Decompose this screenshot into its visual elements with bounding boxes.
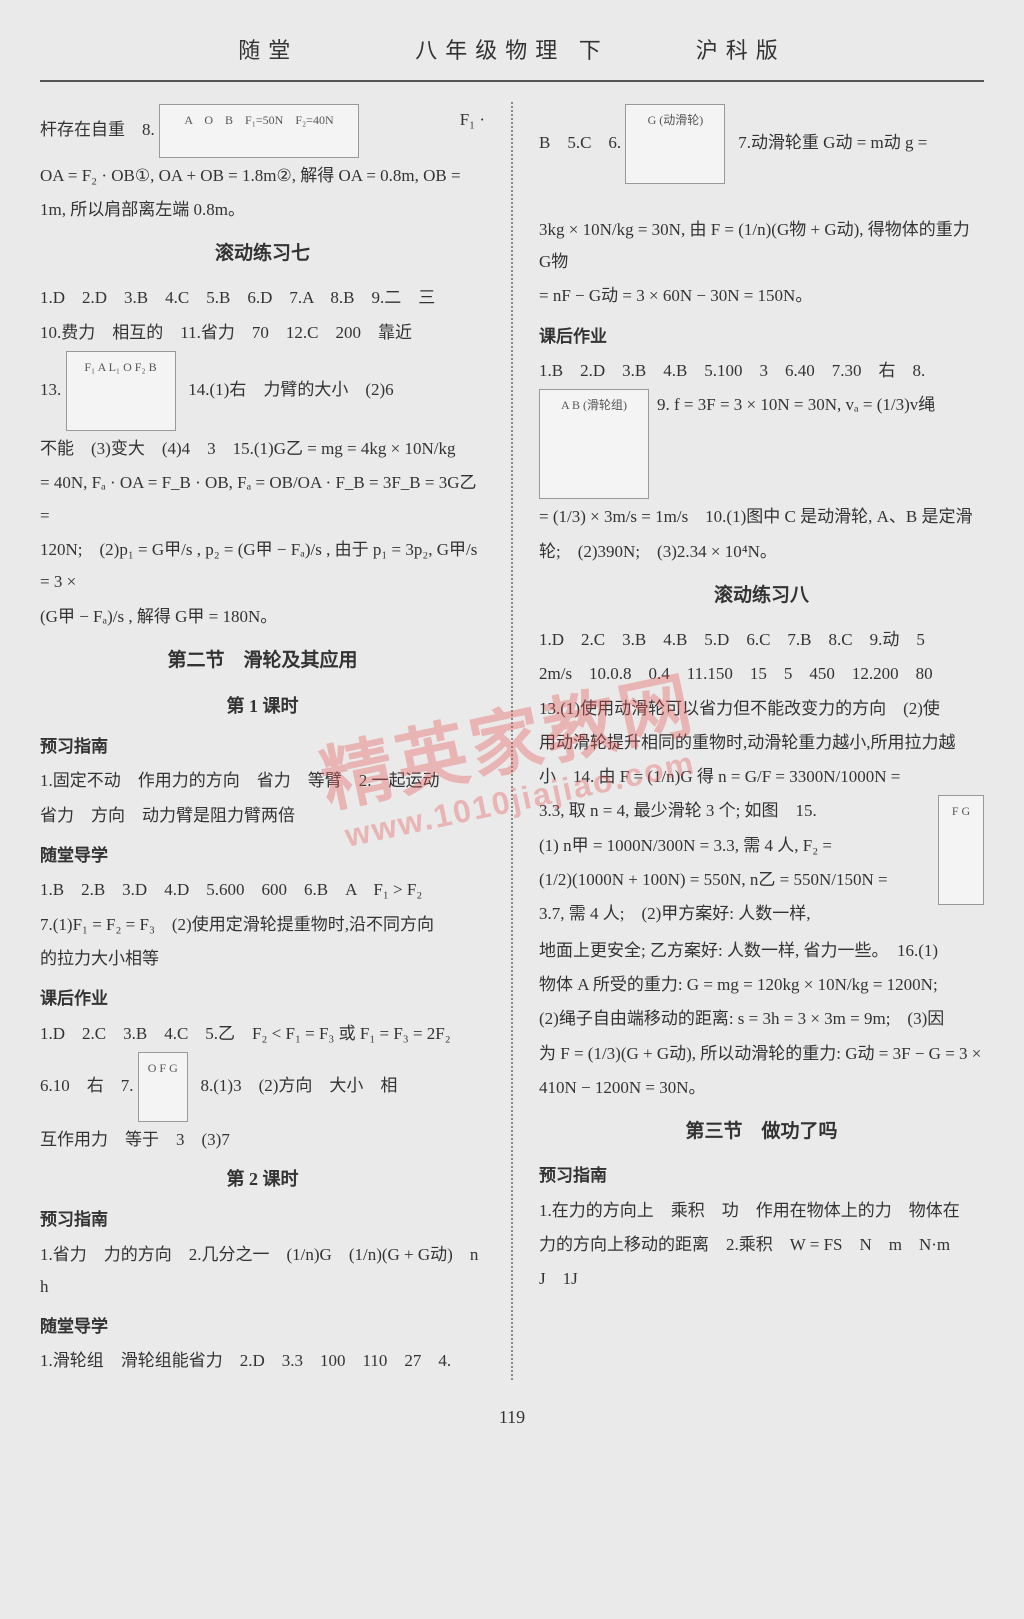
line: = (1/3) × 3m/s = 1m/s 10.(1)图中 C 是动滑轮, A… (539, 501, 984, 533)
text: 6.10 右 7. (40, 1076, 134, 1095)
line: 小 14. 由 F = (1/n)G 得 n = G/F = 3300N/100… (539, 761, 984, 793)
block-title: 随堂导学 (40, 840, 485, 872)
block-title: 课后作业 (40, 983, 485, 1015)
text: 9. f = 3F = 3 × 10N = 30N, vₐ = (1/3)v绳 (657, 395, 935, 414)
line: 13. F₁ A L₁ O F₂ B 14.(1)右 力臂的大小 (2)6 (40, 351, 485, 431)
lever-figure: F₁ A L₁ O F₂ B (66, 351, 176, 431)
text: 13. (40, 380, 61, 399)
line: 1.D 2.C 3.B 4.B 5.D 6.C 7.B 8.C 9.动 5 (539, 624, 984, 656)
line: 3.7, 需 4 人; (2)甲方案好: 人数一样, (539, 898, 984, 930)
line: 2m/s 10.0.8 0.4 11.150 15 5 450 12.200 8… (539, 658, 984, 690)
figure-label: O F G (148, 1061, 178, 1075)
block-title: 随堂导学 (40, 1311, 485, 1343)
line: 用动滑轮提升相同的重物时,动滑轮重力越小,所用拉力越 (539, 727, 984, 759)
line: 不能 (3)变大 (4)4 3 15.(1)G乙 = mg = 4kg × 10… (40, 433, 485, 465)
header-center: 八年级物理 下 (415, 38, 609, 63)
line: 1.省力 力的方向 2.几分之一 (1/n)G (1/n)(G + G动) nh (40, 1239, 485, 1304)
line: 力的方向上移动的距离 2.乘积 W = FS N m N·m (539, 1229, 984, 1261)
text: 8.(1)3 (2)方向 大小 相 (201, 1076, 398, 1095)
figure-label: G (动滑轮) (648, 113, 704, 127)
line: 互作用力 等于 3 (3)7 (40, 1124, 485, 1156)
line: (1) n甲 = 1000N/300N = 3.3, 需 4 人, F₂ = (539, 830, 984, 862)
left-column: 杆存在自重 8. A O B F₁=50N F₂=40N F₁ · OA = F… (40, 102, 485, 1380)
line: (1/2)(1000N + 100N) = 550N, n乙 = 550N/15… (539, 864, 984, 896)
pulley-figure: F G (938, 795, 984, 905)
pulley-figure: O F G (138, 1052, 188, 1122)
line: 13.(1)使用动滑轮可以省力但不能改变力的方向 (2)使 (539, 693, 984, 725)
block-title: 预习指南 (539, 1160, 984, 1192)
line: 省力 方向 动力臂是阻力臂两倍 (40, 800, 485, 832)
line: 轮; (2)390N; (3)2.34 × 10⁴N。 (539, 536, 984, 568)
text: 14.(1)右 力臂的大小 (2)6 (188, 380, 393, 399)
line: 7.(1)F₁ = F₂ = F₃ (2)使用定滑轮提重物时,沿不同方向 (40, 909, 485, 941)
line: B 5.C 6. G (动滑轮) 7.动滑轮重 G动 = m动 g = (539, 104, 984, 184)
figure-label: A O B F₁=50N F₂=40N (184, 113, 333, 127)
line: 为 F = (1/3)(G + G动), 所以动滑轮的重力: G动 = 3F −… (539, 1038, 984, 1070)
line: 120N; (2)p₁ = G甲/s , p₂ = (G甲 − Fₐ)/s , … (40, 534, 485, 599)
line: = nF − G动 = 3 × 60N − 30N = 150N。 (539, 280, 984, 312)
figure-label: F G (952, 804, 970, 818)
page-header: 随堂 八年级物理 下 沪科版 (40, 30, 984, 82)
line: 410N − 1200N = 30N。 (539, 1072, 984, 1104)
line: 1.在力的方向上 乘积 功 作用在物体上的力 物体在 (539, 1195, 984, 1227)
subsection-title: 第 2 课时 (40, 1162, 485, 1196)
line: OA = F₂ · OB①, OA + OB = 1.8m②, 解得 OA = … (40, 160, 485, 192)
text: 3.3, 取 n = 4, 最少滑轮 3 个; 如图 15. (539, 801, 817, 820)
section-title: 第三节 做功了吗 (539, 1114, 984, 1150)
figure-label: A B (滑轮组) (561, 398, 627, 412)
section-title: 滚动练习八 (539, 578, 984, 614)
line: 6.10 右 7. O F G 8.(1)3 (2)方向 大小 相 (40, 1052, 485, 1122)
pulley-figure: G (动滑轮) (625, 104, 725, 184)
line: A B (滑轮组) 9. f = 3F = 3 × 10N = 30N, vₐ … (539, 389, 984, 421)
line: 3.3, 取 n = 4, 最少滑轮 3 个; 如图 15. F G (539, 795, 984, 827)
block-title: 预习指南 (40, 1204, 485, 1236)
text: B 5.C 6. (539, 133, 621, 152)
line: 1.D 2.C 3.B 4.C 5.乙 F₂ < F₁ = F₃ 或 F₁ = … (40, 1018, 485, 1050)
line: 1.D 2.D 3.B 4.C 5.B 6.D 7.A 8.B 9.二 三 (40, 282, 485, 314)
line: 1.B 2.D 3.B 4.B 5.100 3 6.40 7.30 右 8. (539, 355, 984, 387)
line: 10.费力 相互的 11.省力 70 12.C 200 靠近 (40, 317, 485, 349)
subsection-title: 第 1 课时 (40, 689, 485, 723)
line: 1.固定不动 作用力的方向 省力 等臂 2.一起运动 (40, 765, 485, 797)
header-right: 沪科版 (696, 38, 786, 63)
header-left: 随堂 (238, 38, 298, 63)
section-title: 第二节 滑轮及其应用 (40, 643, 485, 679)
right-column: B 5.C 6. G (动滑轮) 7.动滑轮重 G动 = m动 g = 3kg … (539, 102, 984, 1380)
line: 1.滑轮组 滑轮组能省力 2.D 3.3 100 110 27 4. (40, 1345, 485, 1377)
line: 地面上更安全; 乙方案好: 人数一样, 省力一些。 16.(1) (539, 935, 984, 967)
line: = 40N, Fₐ · OA = F_B · OB, Fₐ = OB/OA · … (40, 467, 485, 532)
block-title: 预习指南 (40, 731, 485, 763)
line: 1m, 所以肩部离左端 0.8m。 (40, 194, 485, 226)
line: 杆存在自重 8. A O B F₁=50N F₂=40N F₁ · (40, 104, 485, 158)
line: 物体 A 所受的重力: G = mg = 120kg × 10N/kg = 12… (539, 969, 984, 1001)
line: 1.B 2.B 3.D 4.D 5.600 600 6.B A F₁ > F₂ (40, 874, 485, 906)
column-divider (511, 102, 513, 1380)
lever-figure: A O B F₁=50N F₂=40N (159, 104, 359, 158)
section-title: 滚动练习七 (40, 236, 485, 272)
line: (G甲 − Fₐ)/s , 解得 G甲 = 180N。 (40, 601, 485, 633)
block-title: 课后作业 (539, 321, 984, 353)
text: 7.动滑轮重 G动 = m动 g = (738, 133, 927, 152)
figure-label: F₁ A L₁ O F₂ B (84, 360, 156, 374)
text: 杆存在自重 8. (40, 120, 155, 139)
text: F₁ · (460, 104, 485, 136)
line: J 1J (539, 1263, 984, 1295)
line: 3kg × 10N/kg = 30N, 由 F = (1/n)(G物 + G动)… (539, 214, 984, 279)
page-number: 119 (40, 1400, 984, 1434)
pulley-figure: A B (滑轮组) (539, 389, 649, 499)
line: (2)绳子自由端移动的距离: s = 3h = 3 × 3m = 9m; (3)… (539, 1003, 984, 1035)
line: 的拉力大小相等 (40, 943, 485, 975)
content-columns: 杆存在自重 8. A O B F₁=50N F₂=40N F₁ · OA = F… (40, 102, 984, 1380)
